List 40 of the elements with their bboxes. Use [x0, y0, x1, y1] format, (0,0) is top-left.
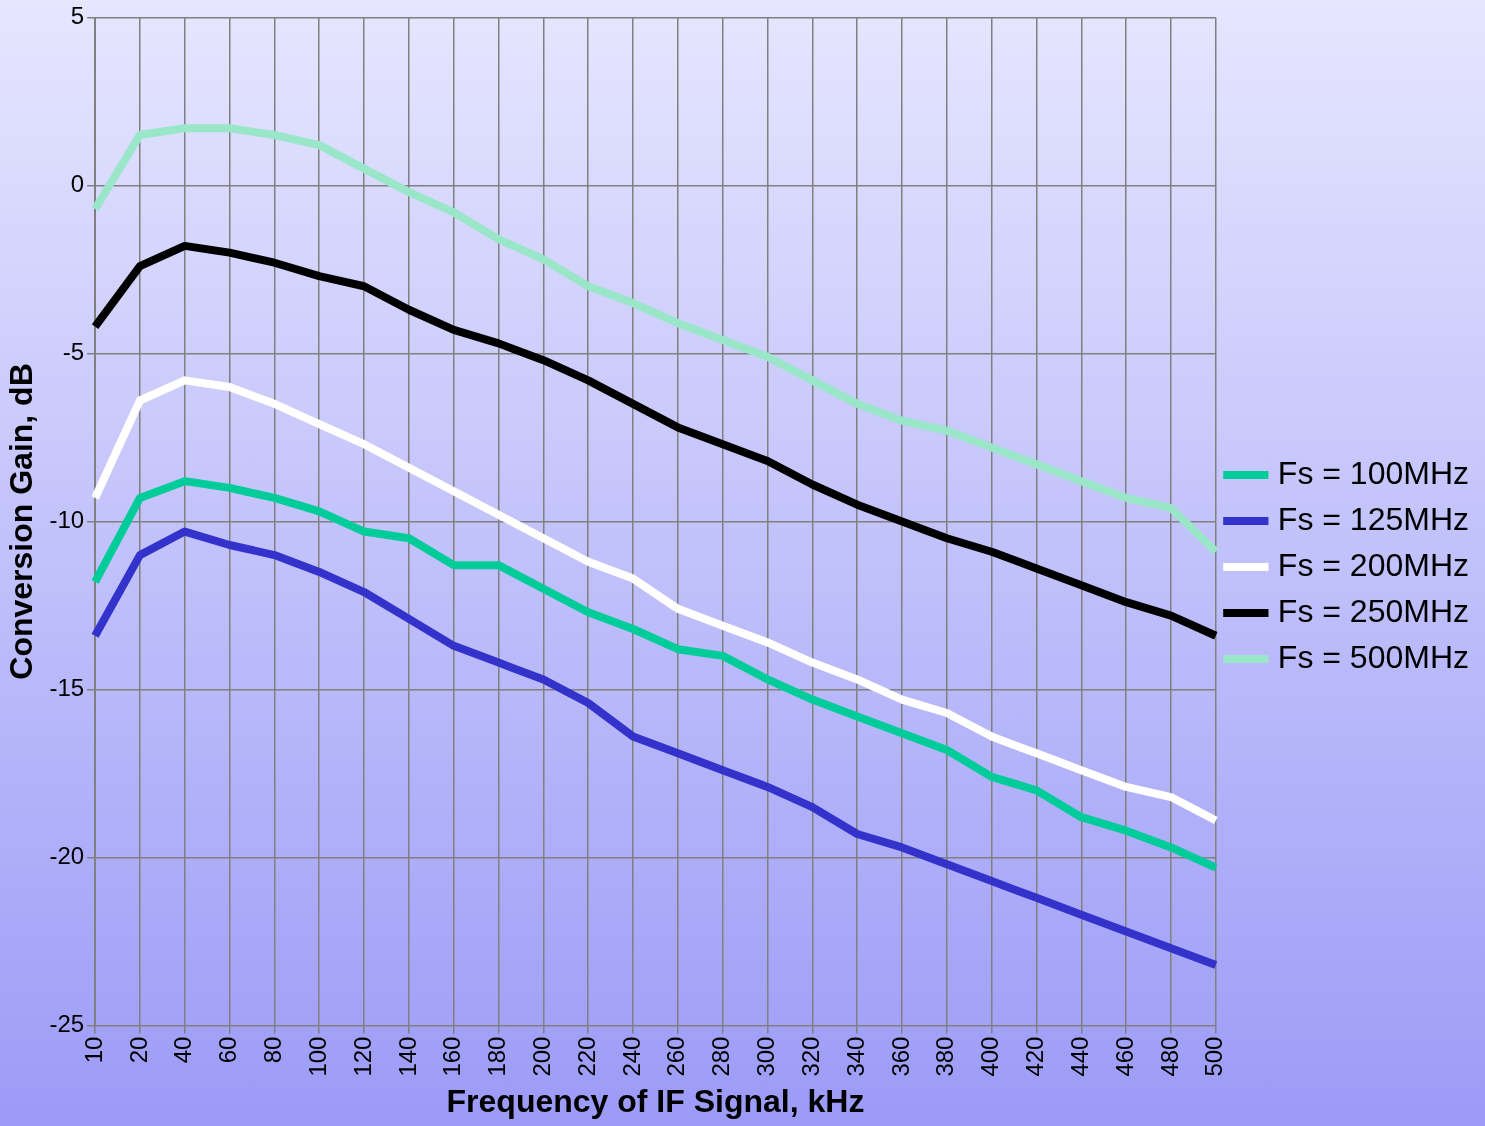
x-tick-label: 20 [124, 1036, 152, 1064]
x-tick-label: 400 [976, 1036, 1004, 1077]
x-tick-label: 360 [886, 1036, 914, 1077]
x-tick-label: 40 [169, 1036, 197, 1064]
y-tick-label: -15 [49, 674, 85, 702]
x-tick-label: 10 [79, 1036, 107, 1064]
legend-label: Fs = 100MHz [1277, 454, 1469, 491]
x-tick-label: 340 [841, 1036, 869, 1077]
x-tick-label: 300 [752, 1036, 780, 1077]
y-tick-label: -20 [49, 842, 85, 870]
x-tick-label: 380 [931, 1036, 959, 1077]
x-tick-label: 140 [393, 1036, 421, 1077]
x-tick-label: 200 [528, 1036, 556, 1077]
x-tick-label: 320 [796, 1036, 824, 1077]
y-tick-label: -25 [49, 1010, 85, 1038]
x-tick-label: 260 [662, 1036, 690, 1077]
x-tick-label: 420 [1021, 1036, 1049, 1077]
x-tick-label: 460 [1110, 1036, 1138, 1077]
x-tick-label: 440 [1065, 1036, 1093, 1077]
x-tick-label: 220 [572, 1036, 600, 1077]
x-tick-label: 120 [348, 1036, 376, 1077]
y-tick-label: 0 [70, 170, 85, 198]
x-axis-title: Frequency of IF Signal, kHz [446, 1082, 865, 1119]
x-tick-label: 280 [707, 1036, 735, 1077]
legend-label: Fs = 200MHz [1277, 546, 1469, 583]
legend-label: Fs = 500MHz [1277, 638, 1469, 675]
legend-label: Fs = 125MHz [1277, 500, 1469, 537]
x-tick-label: 240 [617, 1036, 645, 1077]
y-axis-title: Conversion Gain, dB [3, 363, 40, 680]
y-tick-label: 5 [70, 2, 85, 30]
legend-label: Fs = 250MHz [1277, 592, 1469, 629]
x-tick-label: 160 [438, 1036, 466, 1077]
x-tick-label: 500 [1200, 1036, 1228, 1077]
x-tick-label: 100 [303, 1036, 331, 1077]
x-tick-label: 60 [214, 1036, 242, 1064]
y-tick-label: -5 [62, 338, 85, 366]
x-tick-label: 180 [483, 1036, 511, 1077]
x-tick-label: 480 [1155, 1036, 1183, 1077]
x-tick-label: 80 [259, 1036, 287, 1064]
y-tick-label: -10 [49, 506, 85, 534]
